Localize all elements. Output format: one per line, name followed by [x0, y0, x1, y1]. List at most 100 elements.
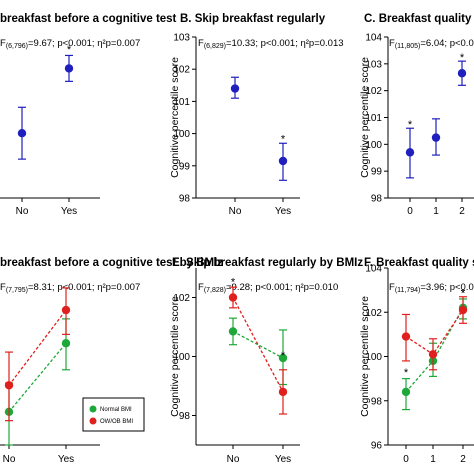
- stat-prefix: F: [198, 282, 204, 293]
- x-tick-label: 0: [407, 206, 413, 217]
- stat-prefix: F: [198, 38, 204, 49]
- y-tick-label: 100: [365, 352, 382, 363]
- series-line: [232, 297, 284, 393]
- data-point: [61, 305, 71, 315]
- y-tick-label: 99: [371, 167, 383, 178]
- y-tick-label: 98: [371, 194, 383, 205]
- panel-statistic: F(6,796)=9.67; p<0.001; η²p=0.007: [0, 38, 140, 50]
- y-tick-label: 101: [365, 113, 382, 124]
- stat-prefix: F: [389, 282, 395, 293]
- series-line: [405, 307, 464, 393]
- y-tick-label: 98: [371, 396, 383, 407]
- significance-star: *: [408, 119, 413, 131]
- x-tick-label: 1: [430, 454, 436, 465]
- significance-star: *: [281, 133, 286, 145]
- significance-star: *: [281, 350, 286, 362]
- panel-statistic: F(6,829)=10.33; p<0.001; η²p=0.013: [198, 38, 344, 50]
- panel-title: breakfast before a cognitive test: [0, 13, 177, 25]
- y-axis-label: Cognitive percentile score: [359, 57, 371, 178]
- y-tick-label: 104: [365, 264, 382, 275]
- y-tick-label: 104: [365, 33, 382, 44]
- data-point: [278, 156, 288, 166]
- significance-star: *: [460, 52, 465, 64]
- y-tick-label: 98: [179, 411, 191, 422]
- stat-subscript: (6,796): [6, 43, 28, 50]
- panel-title: B. Skip breakfast regularly: [180, 13, 326, 25]
- y-tick-label: 100: [173, 352, 190, 363]
- data-point: [230, 84, 240, 93]
- stat-text: =8.31; p<0.001; η²p=0.007: [28, 282, 140, 293]
- panel-title: E. Skip breakfast regularly by BMIz: [172, 257, 363, 269]
- data-point: [228, 327, 238, 336]
- y-tick-label: 101: [173, 97, 190, 108]
- y-tick-label: 100: [365, 140, 382, 151]
- data-point: [401, 387, 411, 397]
- stat-subscript: (11,794): [395, 287, 421, 294]
- data-point: [405, 148, 415, 157]
- panel-statistic: F(7,795)=8.31; p<0.001; η²p=0.007: [0, 282, 140, 294]
- y-tick-label: 102: [365, 86, 382, 97]
- x-tick-label: 2: [459, 206, 465, 217]
- stat-text: =9.28; p<0.001; η²p=0.010: [226, 282, 338, 293]
- panel-title: F. Breakfast quality sc: [364, 257, 474, 269]
- data-point: [4, 381, 14, 390]
- data-point: [401, 332, 411, 341]
- stat-prefix: F: [0, 38, 6, 49]
- x-tick-label: Yes: [61, 206, 77, 217]
- significance-star: *: [404, 367, 409, 379]
- x-tick-label: No: [227, 454, 240, 465]
- stat-subscript: (7,795): [6, 287, 28, 294]
- x-tick-label: No: [229, 206, 242, 217]
- series-line: [232, 330, 284, 359]
- y-tick-label: 96: [371, 441, 383, 452]
- panel-statistic: F(11,794)=3.96; p<0.0: [389, 282, 474, 294]
- stat-subscript: (7,828): [204, 287, 226, 294]
- significance-star: *: [67, 44, 72, 56]
- y-tick-label: 102: [173, 65, 190, 76]
- stat-subscript: (6,829): [204, 43, 226, 50]
- y-axis-label: Cognitive percentile score: [169, 57, 181, 178]
- x-tick-label: No: [3, 454, 16, 465]
- x-tick-label: Yes: [275, 206, 291, 217]
- series-line: [8, 342, 67, 413]
- stat-prefix: F: [0, 282, 6, 293]
- y-axis-label: Cognitive percentile score: [169, 296, 181, 417]
- data-point: [428, 350, 438, 359]
- data-point: [278, 387, 288, 397]
- significance-star: *: [231, 276, 236, 288]
- stat-text: =10.33; p<0.001; η²p=0.013: [226, 38, 344, 49]
- legend-marker: [89, 417, 97, 425]
- series-line: [405, 309, 464, 356]
- y-tick-label: 98: [179, 194, 191, 205]
- legend-marker: [89, 405, 97, 413]
- stat-prefix: F: [389, 38, 395, 49]
- y-tick-label: 100: [173, 129, 190, 140]
- panel-statistic: F(11,805)=6.04; p<0.00: [389, 38, 474, 50]
- x-tick-label: 0: [403, 454, 409, 465]
- legend-label: OW/OB BMI: [100, 419, 133, 425]
- stat-text: =6.04; p<0.00: [420, 38, 474, 49]
- x-tick-label: 2: [460, 454, 466, 465]
- significance-star: *: [461, 287, 466, 299]
- panel-title: C. Breakfast quality: [364, 13, 472, 25]
- stat-text: =3.96; p<0.0: [420, 282, 473, 293]
- x-tick-label: Yes: [58, 454, 74, 465]
- y-tick-label: 103: [173, 33, 190, 44]
- stat-text: =9.67; p<0.001; η²p=0.007: [28, 38, 140, 49]
- x-tick-label: Yes: [275, 454, 291, 465]
- y-tick-label: 102: [365, 308, 382, 319]
- y-tick-label: 103: [365, 59, 382, 70]
- legend-label: Normal BMI: [100, 407, 132, 413]
- panel-statistic: F(7,828)=9.28; p<0.001; η²p=0.010: [198, 282, 338, 294]
- data-point: [278, 353, 288, 363]
- data-point: [64, 64, 74, 73]
- y-tick-label: 99: [179, 161, 191, 172]
- significance-star: *: [461, 287, 466, 299]
- x-tick-label: No: [16, 206, 29, 217]
- legend-box: [82, 397, 145, 432]
- stat-subscript: (11,805): [395, 43, 421, 50]
- panel-title: breakfast before a cognitive test by BMI…: [0, 257, 223, 269]
- data-point: [457, 69, 467, 78]
- data-point: [458, 305, 468, 315]
